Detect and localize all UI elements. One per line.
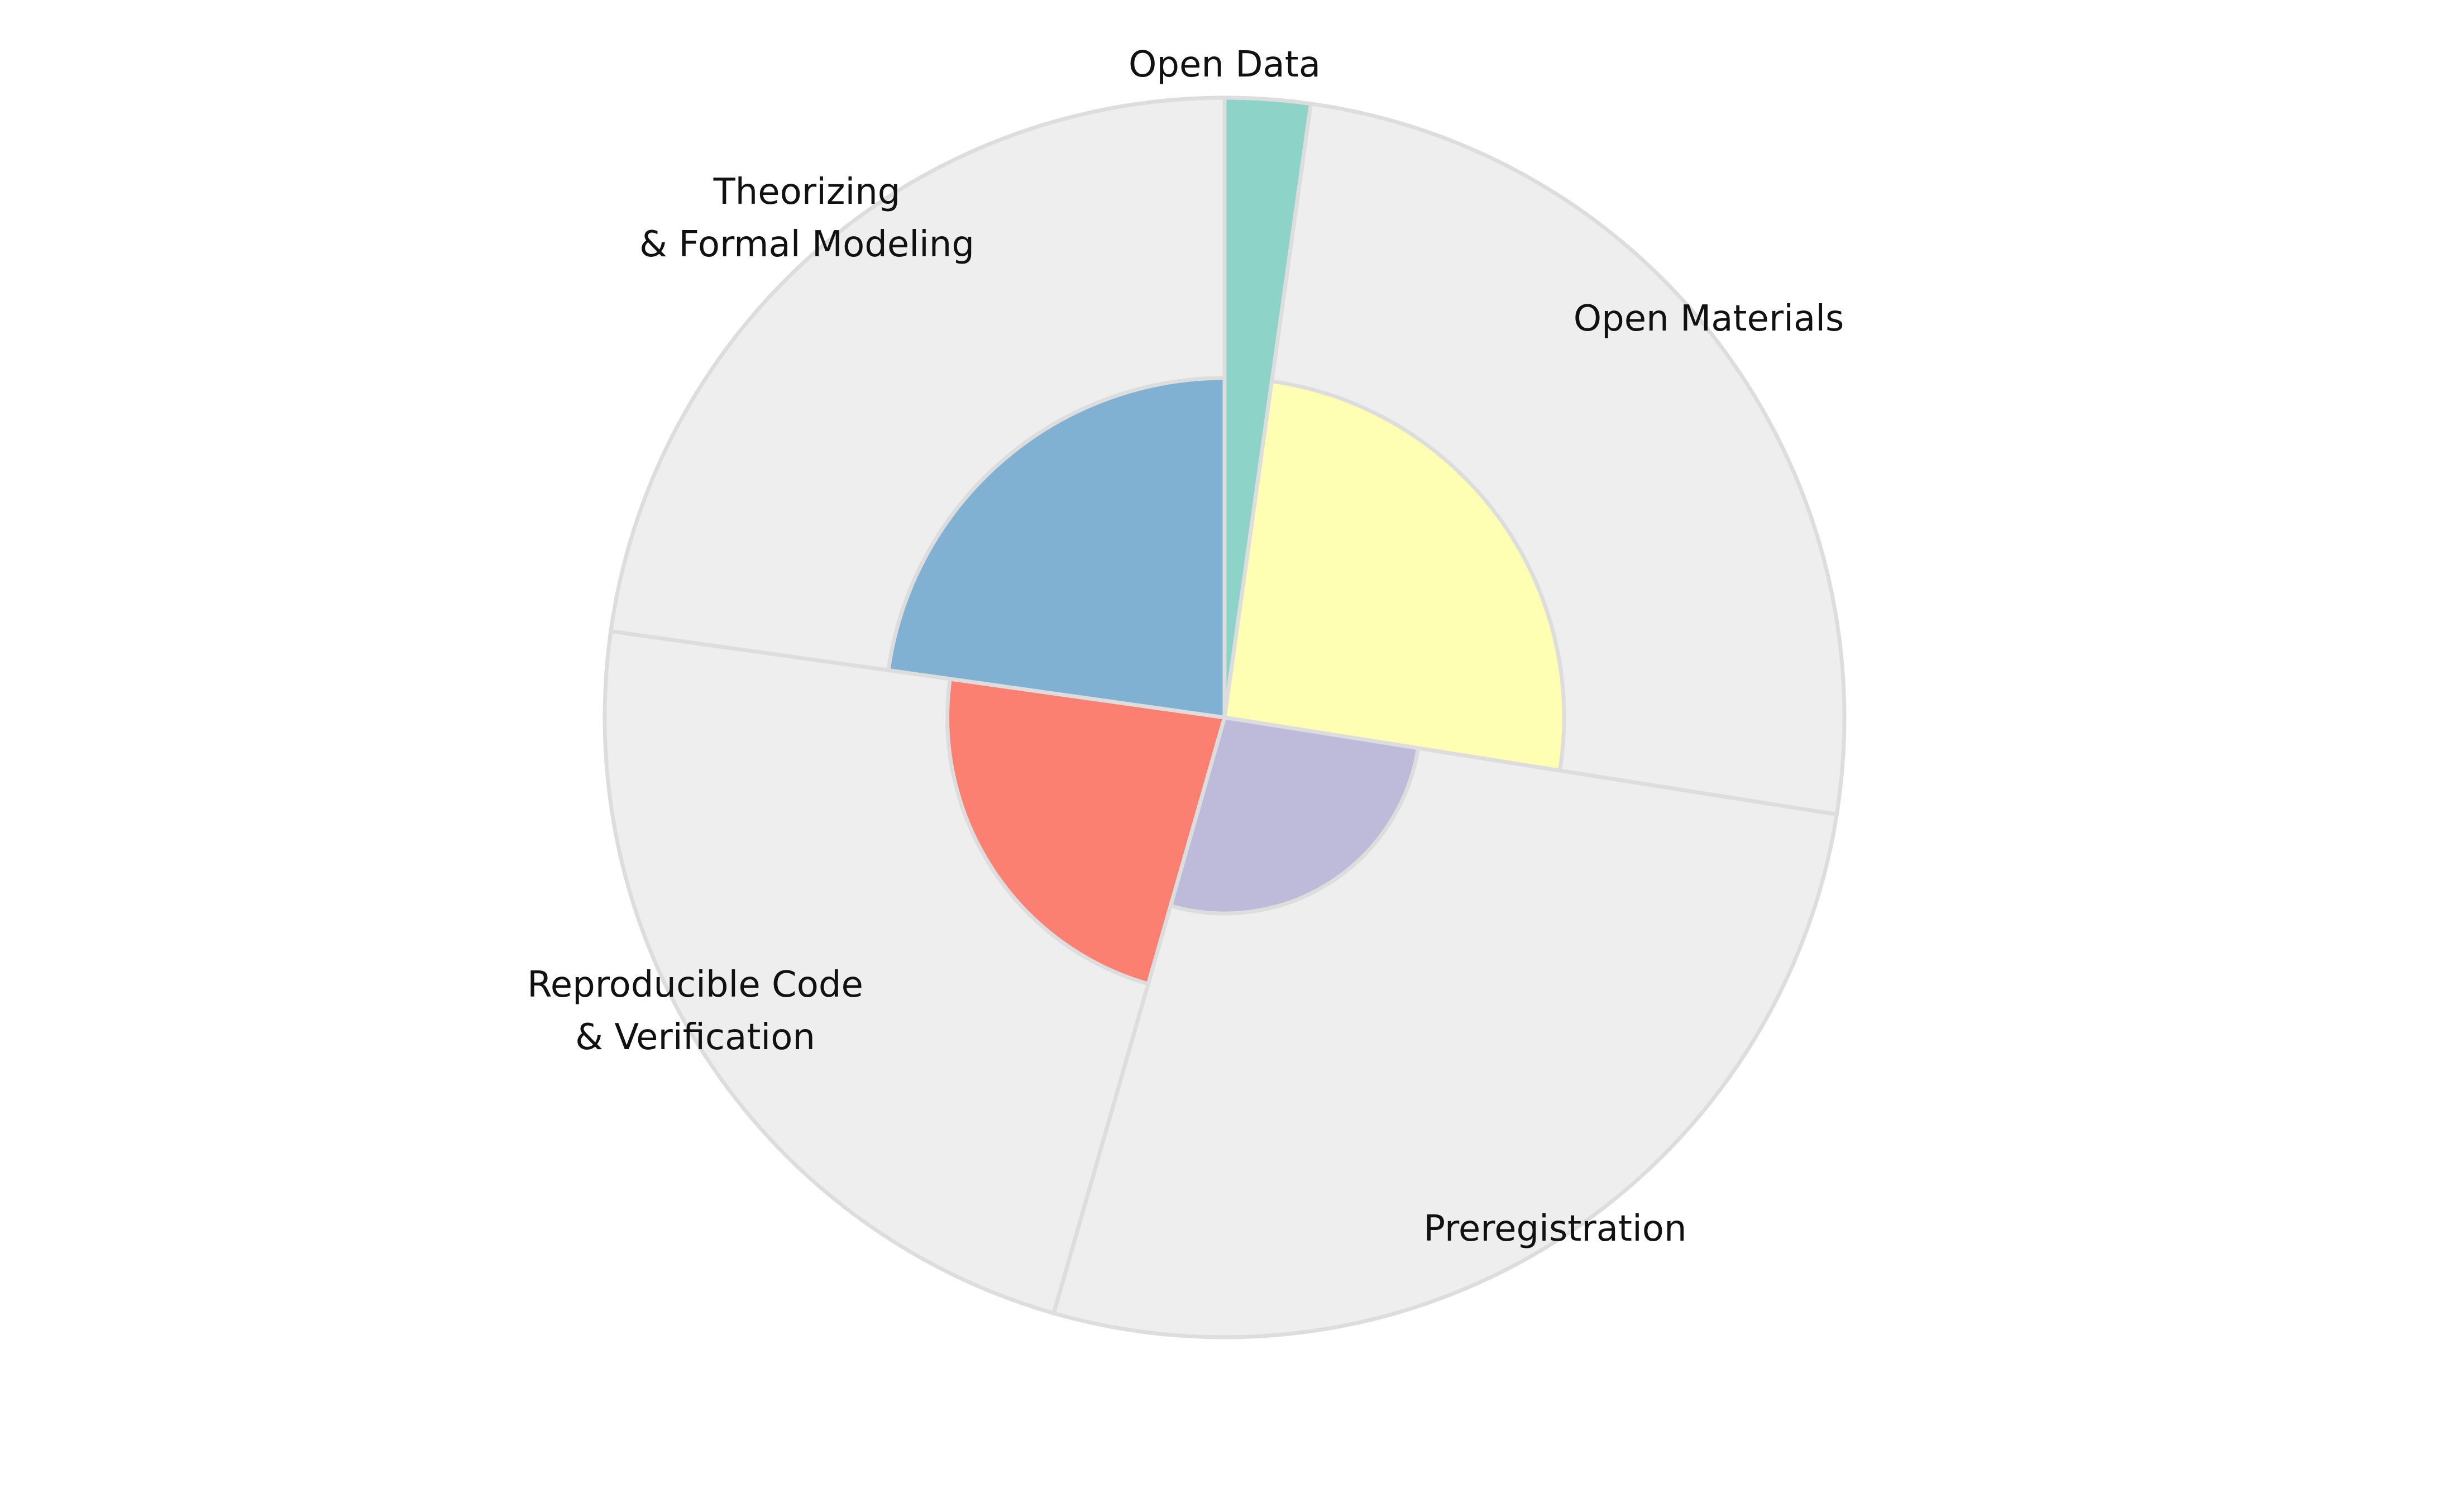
value-sectors bbox=[886, 95, 1566, 987]
value-sector-theorizing-formal-modeling bbox=[886, 376, 1227, 720]
category-label-reproducible-code-verification: Reproducible Code & Verification bbox=[527, 964, 863, 1058]
category-label-open-materials: Open Materials bbox=[1574, 298, 1844, 339]
category-label-theorizing-formal-modeling: Theorizing & Formal Modeling bbox=[639, 171, 974, 265]
category-labels: Open Data Open Materials Preregistration Re… bbox=[527, 44, 1844, 1250]
value-sector-reproducible-code-verification bbox=[945, 676, 1227, 987]
value-sector-preregistration bbox=[1168, 715, 1421, 916]
category-label-open-data: Open Data bbox=[1129, 44, 1321, 85]
value-sector-open-materials bbox=[1222, 379, 1566, 773]
category-label-preregistration: Preregistration bbox=[1424, 1208, 1687, 1250]
